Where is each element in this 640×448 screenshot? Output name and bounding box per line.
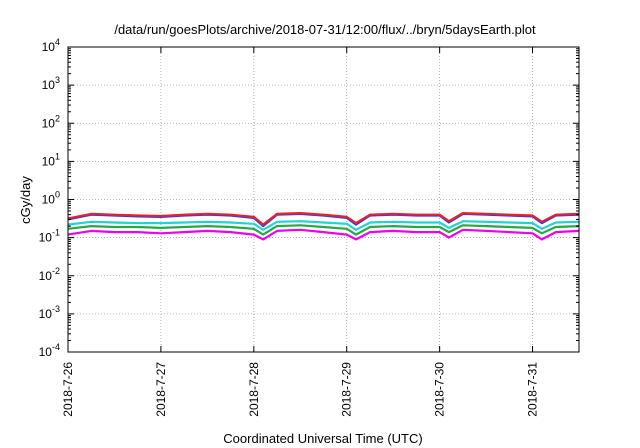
y-tick-label: 10-1 [39, 228, 60, 245]
x-axis-title: Coordinated Universal Time (UTC) [223, 431, 422, 446]
y-tick-label: 10-2 [39, 266, 60, 283]
y-axis-title: cGy/day [18, 176, 33, 224]
y-tick-label: 104 [42, 37, 60, 54]
ticks: 10-4 10-3 10-2 10-1 100 101 102 103 104 2018-7-26… [39, 37, 579, 417]
x-tick-label: 2018-7-30 [433, 362, 447, 417]
series-line-4 [67, 224, 580, 236]
x-tick-label: 2018-7-29 [340, 362, 354, 417]
grid [68, 47, 579, 352]
y-tick-label: 103 [42, 75, 60, 92]
chart-title: /data/run/goesPlots/archive/2018-07-31/1… [114, 22, 536, 37]
y-tick-label: 10-3 [39, 304, 60, 321]
series-line-5 [67, 228, 580, 241]
x-tick-label: 2018-7-27 [154, 362, 168, 417]
y-tick-label: 10-4 [39, 342, 60, 359]
x-tick-label: 2018-7-28 [247, 362, 261, 417]
series-line-3 [67, 220, 580, 231]
y-tick-label: 100 [42, 190, 60, 207]
y-tick-label: 101 [42, 151, 60, 168]
series-line-2 [67, 212, 580, 226]
y-tick-label: 102 [42, 113, 60, 130]
series-group [67, 212, 580, 241]
x-tick-label: 2018-7-31 [526, 362, 540, 417]
x-tick-label: 2018-7-26 [61, 362, 75, 417]
